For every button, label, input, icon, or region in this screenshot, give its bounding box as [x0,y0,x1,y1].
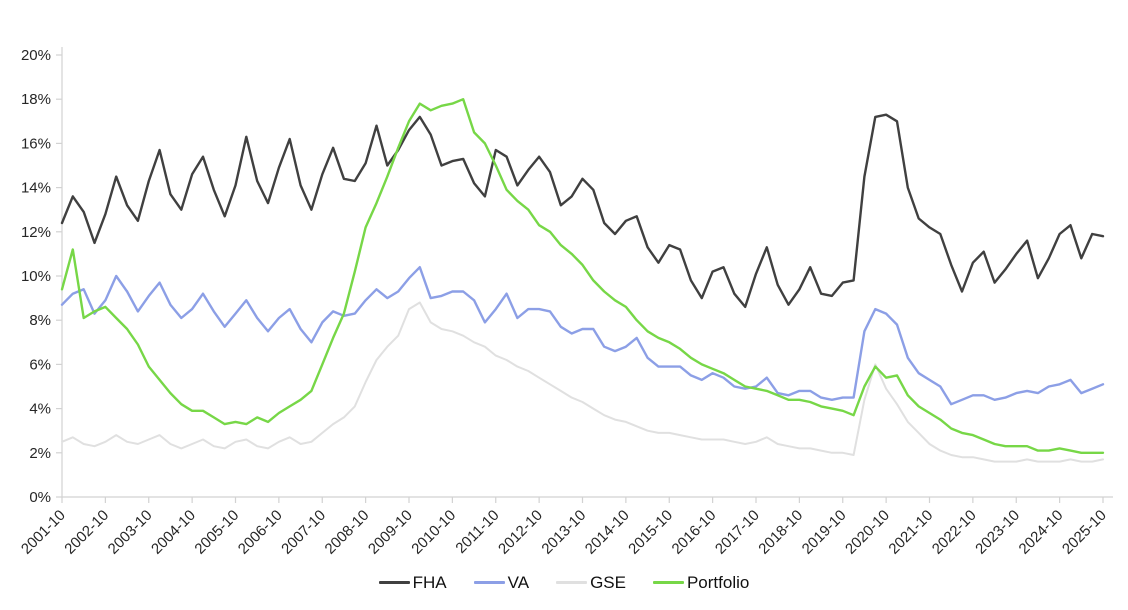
y-tick-label: 20% [21,47,51,64]
legend-item-portfolio: Portfolio [652,573,750,592]
x-tick-label: 2019-10 [799,507,850,558]
y-tick-label: 14% [21,180,51,197]
fha-line-swatch [378,581,410,584]
x-tick-label: 2001-10 [18,507,69,558]
y-tick-label: 12% [21,224,51,241]
x-tick-label: 2020-10 [842,507,893,558]
x-tick-label: 2021-10 [885,507,936,558]
axes [56,47,1113,503]
x-tick-label: 2004-10 [148,507,199,558]
line-chart: 0% 2% 4% 6% 8% 10% 12% 14% 16% 18% 20% 2001-102002-… [18,47,1113,558]
x-tick-label: 2002-10 [61,507,112,558]
x-tick-label: 2010-10 [408,507,459,558]
x-tick-label: 2022-10 [929,507,980,558]
x-tick-label: 2025-10 [1059,507,1110,558]
x-tick-label: 2006-10 [235,507,286,558]
legend-item-gse: GSE [556,574,626,591]
x-tick-label: 2009-10 [365,507,416,558]
x-tick-label: 2023-10 [972,507,1023,558]
portfolio-line-swatch [652,581,684,584]
x-tick-label: 2017-10 [712,507,763,558]
series-line-portfolio [60,98,1105,454]
x-tick-label: 2024-10 [1015,507,1066,558]
x-tick-labels: 2001-102002-102003-102004-102005-102006-… [18,507,1110,558]
y-tick-label: 4% [29,401,51,418]
x-tick-label: 2007-10 [278,507,329,558]
y-tick-label: 18% [21,91,51,108]
legend-item-va: VA [473,573,530,592]
y-tick-label: 16% [21,135,51,152]
series-line-fha [60,113,1105,309]
x-tick-label: 2011-10 [452,507,502,557]
x-tick-label: 2018-10 [755,507,806,558]
x-tick-label: 2015-10 [625,507,676,558]
y-tick-labels: 0% 2% 4% 6% 8% 10% 12% 14% 16% 18% 20% [21,47,51,506]
legend-item-fha: FHA [378,573,447,592]
x-tick-label: 2013-10 [538,507,589,558]
y-tick-label: 10% [21,268,51,285]
x-tick-label: 2005-10 [191,507,242,558]
legend-label-portfolio: Portfolio [686,573,750,592]
series-line-gse [61,301,1104,463]
x-tick-label: 2012-10 [495,507,546,558]
y-tick-label: 0% [29,489,51,506]
x-tick-label: 2016-10 [668,507,719,558]
legend-label-va: VA [507,573,530,592]
series-lines [60,98,1105,463]
y-tick-label: 6% [29,356,51,373]
gse-line-swatch [556,581,588,584]
va-line-swatch [473,581,505,584]
y-tick-label: 2% [29,445,51,462]
series-line-va [60,266,1105,406]
legend-label-fha: FHA [412,573,447,592]
chart-legend: FHA VA GSE Portfolio [0,574,1128,591]
x-tick-label: 2008-10 [321,507,372,558]
x-tick-label: 2003-10 [105,507,156,558]
y-tick-label: 8% [29,312,51,329]
legend-label-gse: GSE [590,573,626,592]
x-tick-label: 2014-10 [582,507,633,558]
